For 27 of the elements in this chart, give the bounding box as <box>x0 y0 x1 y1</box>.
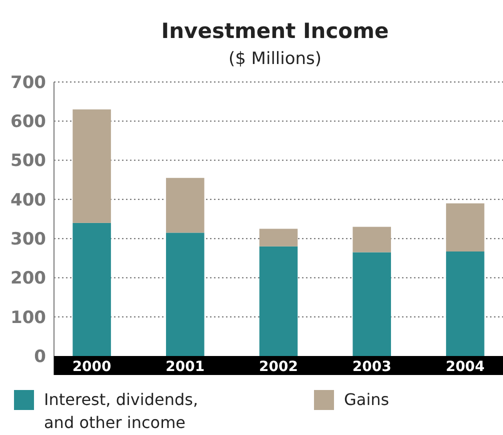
x-tick-label: 2000 <box>72 359 112 375</box>
y-tick-label: 500 <box>10 151 46 172</box>
legend-label: Interest, dividends, and other income <box>44 390 198 432</box>
x-tick-label: 2004 <box>446 359 485 375</box>
x-tick-label: 2002 <box>259 359 298 375</box>
chart-title: Investment Income <box>161 19 389 43</box>
y-tick-label: 400 <box>10 190 46 210</box>
bar <box>72 222 111 356</box>
bar <box>259 246 298 356</box>
bar <box>352 226 391 252</box>
y-tick-label: 100 <box>10 308 46 328</box>
y-tick-label: 200 <box>10 268 46 289</box>
bar <box>166 178 204 233</box>
bar <box>446 251 484 356</box>
x-tick-label: 2003 <box>352 359 392 375</box>
bar <box>166 232 204 356</box>
y-tick-label: 600 <box>10 112 46 132</box>
y-tick-label: 300 <box>10 230 46 250</box>
chart-subtitle: ($ Millions) <box>228 49 322 69</box>
bar <box>72 109 111 223</box>
bar <box>446 203 484 252</box>
bar <box>352 252 391 356</box>
y-tick-label: 700 <box>10 72 46 93</box>
x-tick-label: 2001 <box>166 359 205 375</box>
legend-label: Gains <box>344 390 390 409</box>
bar <box>259 228 298 246</box>
y-tick-label: 0 <box>34 346 46 367</box>
